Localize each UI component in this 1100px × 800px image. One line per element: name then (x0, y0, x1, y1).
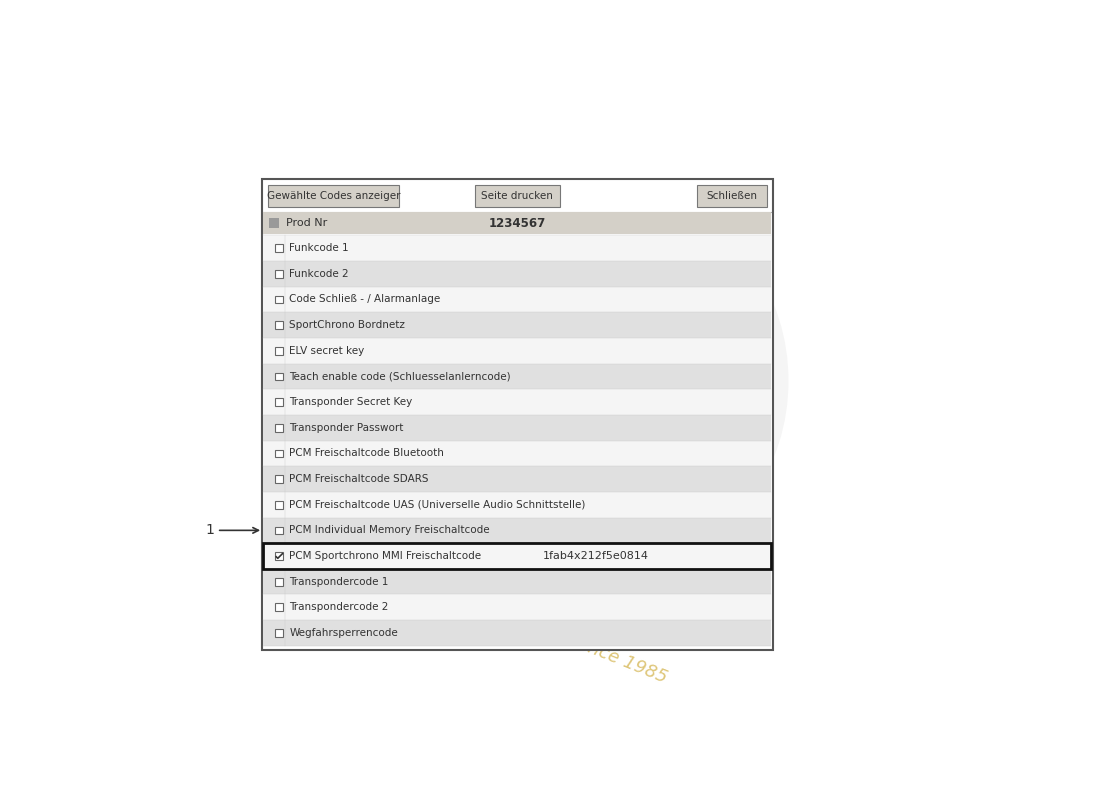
Text: ELV secret key: ELV secret key (289, 346, 364, 356)
Bar (263, 364, 771, 390)
Bar (263, 569, 771, 594)
Ellipse shape (563, 273, 703, 442)
Text: Transpondercode 2: Transpondercode 2 (289, 602, 388, 612)
Text: PCM Sportchrono MMI Freischaltcode: PCM Sportchrono MMI Freischaltcode (289, 551, 482, 561)
Text: Teach enable code (Schluesselanlerncode): Teach enable code (Schluesselanlerncode) (289, 371, 512, 382)
Bar (275, 552, 283, 560)
Bar (263, 441, 771, 466)
Bar (275, 629, 283, 637)
Bar (267, 186, 399, 207)
Bar (474, 186, 560, 207)
Bar (263, 492, 771, 518)
Text: Schließen: Schließen (706, 191, 758, 201)
Bar (263, 518, 771, 543)
Text: Prod Nr: Prod Nr (286, 218, 328, 228)
Bar (275, 603, 283, 611)
Bar (263, 312, 771, 338)
Bar (263, 466, 771, 492)
Bar (275, 296, 283, 303)
Bar (275, 424, 283, 431)
Text: Code Schließ - / Alarmanlage: Code Schließ - / Alarmanlage (289, 294, 441, 305)
Bar (275, 270, 283, 278)
Bar (275, 475, 283, 483)
Bar (263, 415, 771, 441)
Text: 1234567: 1234567 (488, 217, 546, 230)
Bar (275, 526, 283, 534)
Text: PCM Freischaltcode UAS (Universelle Audio Schnittstelle): PCM Freischaltcode UAS (Universelle Audi… (289, 500, 586, 510)
Bar (263, 594, 771, 620)
Bar (263, 212, 771, 234)
Bar (263, 261, 771, 286)
Bar (270, 218, 278, 228)
Text: Transponder Secret Key: Transponder Secret Key (289, 397, 412, 407)
Bar (275, 244, 283, 252)
Bar (263, 543, 771, 569)
Bar (263, 286, 771, 312)
Text: PCM Freischaltcode SDARS: PCM Freischaltcode SDARS (289, 474, 429, 484)
Bar (275, 450, 283, 458)
Text: Funkcode 2: Funkcode 2 (289, 269, 349, 279)
Text: Transpondercode 1: Transpondercode 1 (289, 577, 388, 586)
Text: SportChrono Bordnetz: SportChrono Bordnetz (289, 320, 405, 330)
Text: a passion for parts since 1985: a passion for parts since 1985 (411, 568, 670, 686)
Bar (275, 501, 283, 509)
Ellipse shape (540, 219, 789, 542)
Bar (263, 620, 771, 646)
Text: Transponder Passwort: Transponder Passwort (289, 422, 404, 433)
Bar (263, 390, 771, 415)
Bar (275, 322, 283, 329)
Text: PCM Freischaltcode Bluetooth: PCM Freischaltcode Bluetooth (289, 449, 444, 458)
Bar (263, 543, 771, 569)
Bar (263, 338, 771, 364)
Text: Gewählte Codes anzeiger: Gewählte Codes anzeiger (267, 191, 400, 201)
Bar (263, 235, 771, 261)
Bar (262, 179, 773, 650)
Text: 1fab4x212f5e0814: 1fab4x212f5e0814 (542, 551, 649, 561)
Text: Funkcode 1: Funkcode 1 (289, 243, 349, 253)
Bar (275, 398, 283, 406)
Bar (275, 347, 283, 354)
Text: Seite drucken: Seite drucken (482, 191, 553, 201)
Text: 1: 1 (205, 523, 258, 538)
Bar (275, 373, 283, 380)
Text: PCM Individual Memory Freischaltcode: PCM Individual Memory Freischaltcode (289, 526, 490, 535)
Text: Wegfahrsperrencode: Wegfahrsperrencode (289, 628, 398, 638)
Bar (275, 578, 283, 586)
Bar (697, 186, 767, 207)
